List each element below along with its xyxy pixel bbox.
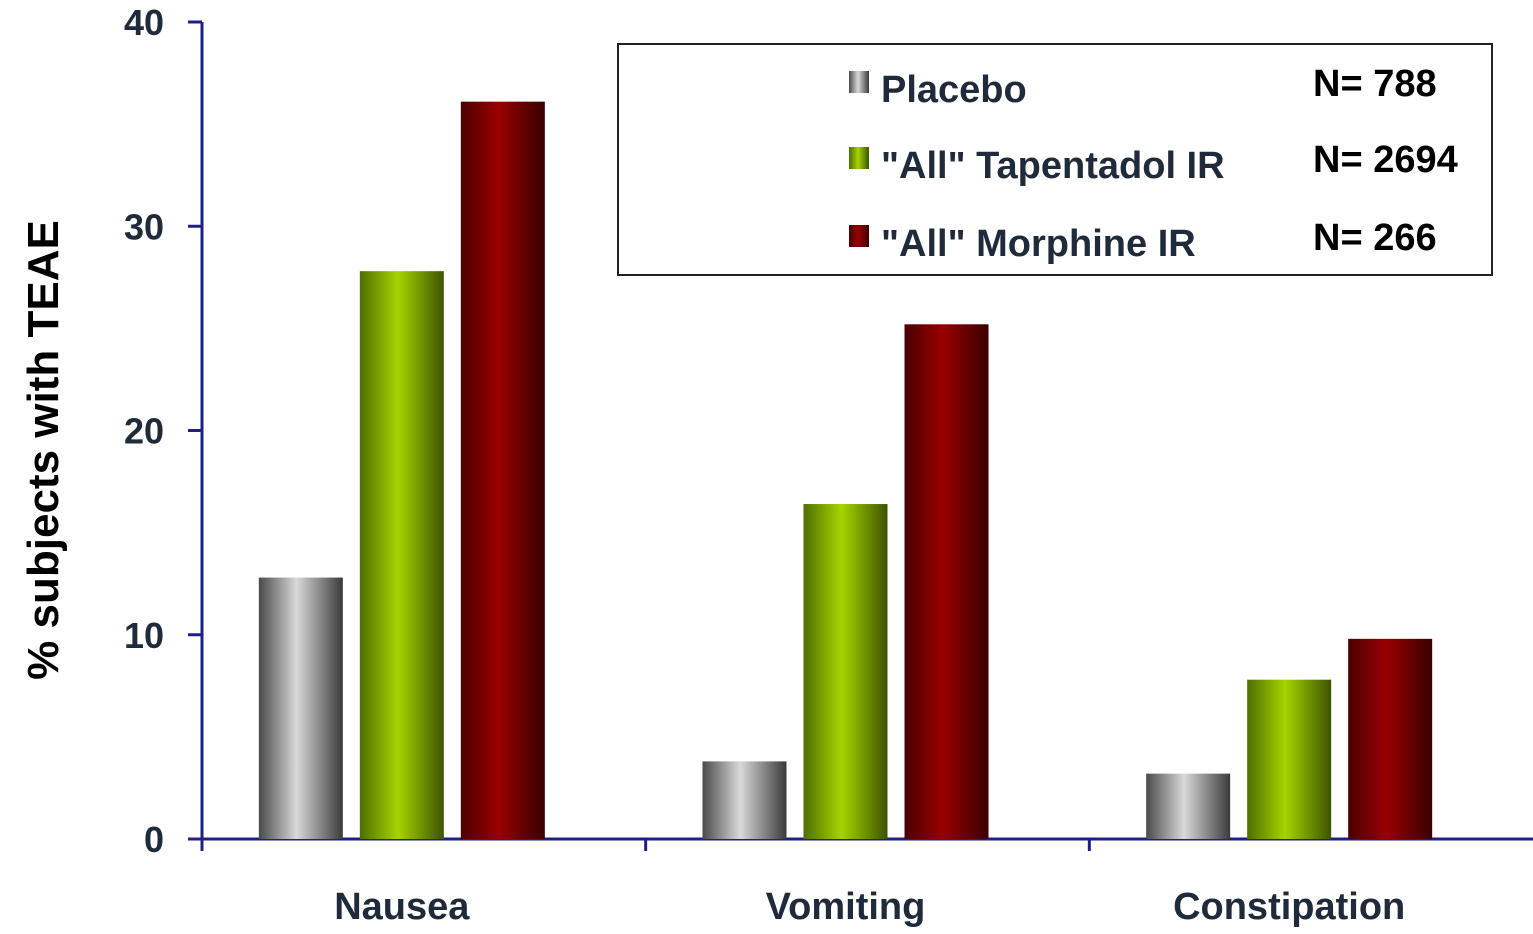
legend-n-label: N= 788	[1313, 63, 1437, 105]
bar	[1348, 638, 1433, 839]
bar	[1146, 773, 1231, 839]
legend-n-label: N= 266	[1313, 217, 1437, 259]
bar	[803, 504, 888, 839]
bar	[702, 761, 787, 839]
y-axis-label: % subjects with TEAE	[19, 220, 68, 680]
legend-swatch	[849, 71, 869, 93]
bar	[258, 577, 343, 839]
bar	[460, 101, 545, 840]
y-tick-label: 30	[124, 206, 164, 247]
bars	[258, 101, 1433, 840]
y-tick-label: 10	[124, 615, 164, 656]
legend-box	[617, 43, 1493, 276]
x-tick-label: Nausea	[334, 886, 470, 928]
legend-label: Placebo	[881, 69, 1027, 111]
legend-label: "All" Morphine IR	[881, 223, 1196, 265]
x-tick-label: Vomiting	[766, 886, 926, 928]
bar	[904, 324, 989, 839]
legend: Placebo N= 788 "All" Tapentadol IR N= 2694 "…	[617, 43, 1493, 276]
legend-n-label: N= 2694	[1313, 139, 1458, 181]
x-tick-label: Constipation	[1173, 886, 1405, 928]
legend-swatch	[849, 147, 869, 169]
y-tick-labels: 0 10 20 30 40	[124, 2, 164, 860]
y-tick-label: 20	[124, 411, 164, 452]
bar	[1247, 679, 1332, 839]
legend-swatch	[849, 225, 869, 247]
legend-label: "All" Tapentadol IR	[881, 145, 1225, 187]
y-tick-label: 0	[144, 819, 164, 860]
x-tick-labels: Nausea Vomiting Constipation	[334, 886, 1405, 928]
y-tick-label: 40	[124, 2, 164, 43]
bar	[359, 271, 444, 839]
